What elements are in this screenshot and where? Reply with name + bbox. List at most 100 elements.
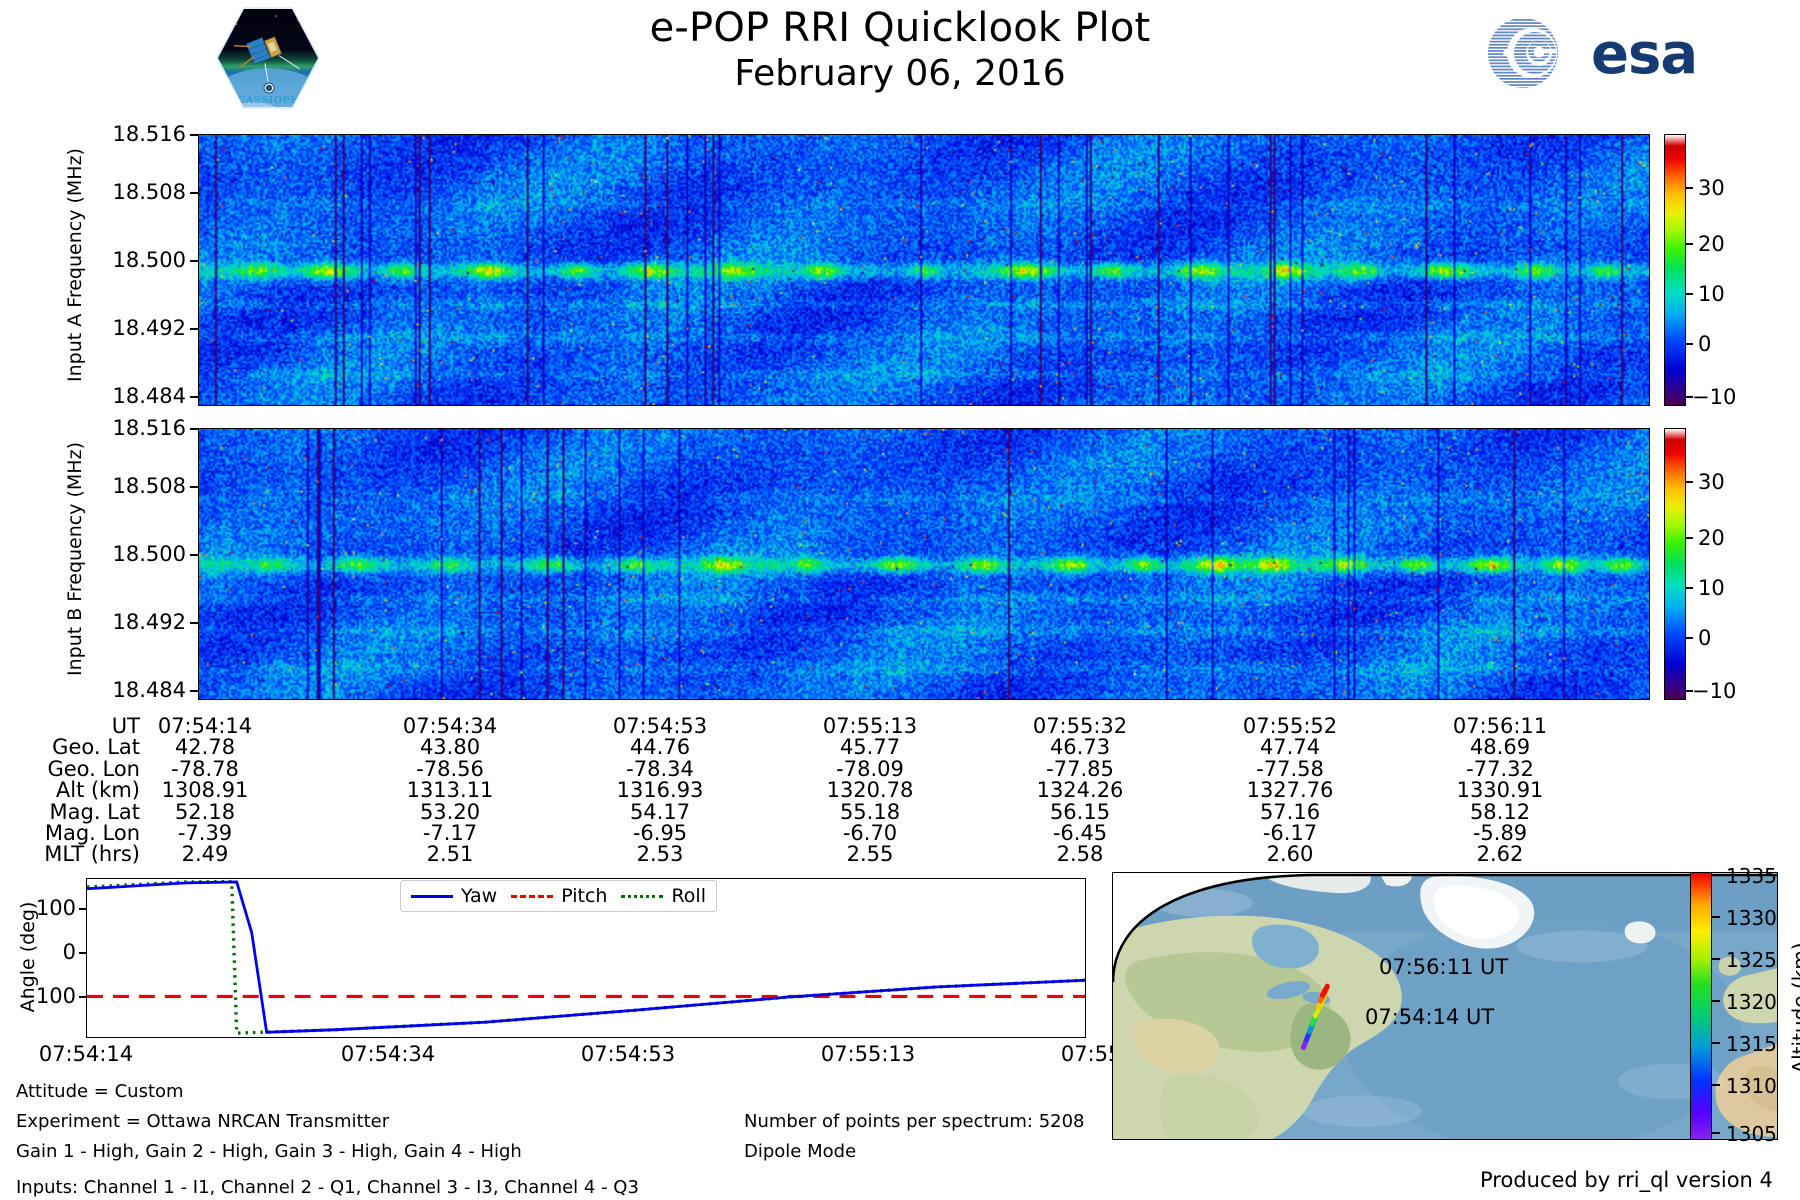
spec-a-tickmark <box>190 396 198 398</box>
param-value: 2.49 <box>181 842 229 867</box>
param-value: 2.58 <box>1056 842 1104 867</box>
altitude-tickmark <box>1712 874 1720 876</box>
colorbar-b-tickmark <box>1686 690 1693 692</box>
legend-swatch-roll <box>621 894 664 898</box>
param-row-label: UT <box>111 714 140 738</box>
colorbar-a-tickmark <box>1686 343 1693 345</box>
colorbar-a-tick-0: 0 <box>1698 332 1712 356</box>
param-value: -7.17 <box>422 820 478 845</box>
spec-b-ytick-4: 18.484 <box>112 678 186 702</box>
altitude-tick-1315: 1315 <box>1726 1032 1777 1056</box>
svg-text:esa: esa <box>1591 22 1697 87</box>
spectrogram-a-plot <box>198 134 1650 406</box>
spec-b-tickmark <box>190 486 198 488</box>
param-value: -78.34 <box>626 756 694 781</box>
param-value: 53.20 <box>419 799 481 824</box>
param-value: -6.95 <box>632 820 688 845</box>
footnote-experiment: Experiment = Ottawa NRCAN Transmitter <box>16 1111 390 1132</box>
param-value: 07:54:14 <box>157 714 253 738</box>
param-row-label: Geo. Lon <box>47 756 140 781</box>
esa-logo-icon: esa <box>1483 16 1713 90</box>
spec-a-tickmark <box>190 260 198 262</box>
cassiope-logo-icon: CASSIOPE <box>214 6 322 110</box>
param-row-values: 42.78 43.80 44.76 45.77 46.73 47.74 48.69 <box>140 735 1660 760</box>
param-value: 55.18 <box>839 799 901 824</box>
attitude-tickmark <box>79 996 86 998</box>
param-row: UT 07:54:14 07:54:34 07:54:53 07:55:13 07:55:… <box>0 714 1660 738</box>
param-value: 07:55:13 <box>822 714 918 738</box>
spec-a-tickmark <box>190 134 198 136</box>
param-row-values: 07:54:14 07:54:34 07:54:53 07:55:13 07:55:32… <box>140 714 1660 738</box>
footnote-dipole-mode: Dipole Mode <box>744 1141 857 1162</box>
spec-a-ytick-3: 18.492 <box>112 316 186 340</box>
param-value: 1320.78 <box>826 778 914 803</box>
attitude-ytick-neg100: −100 <box>18 984 76 1008</box>
spectrogram-b-plot <box>198 428 1650 700</box>
attitude-ytick-100: 100 <box>35 896 76 920</box>
colorbar-a-tick-20: 20 <box>1698 232 1725 256</box>
param-value: -77.85 <box>1046 756 1114 781</box>
colorbar-b-tick-30: 30 <box>1698 470 1725 494</box>
param-row-label: MLT (hrs) <box>44 842 140 867</box>
colorbar-b <box>1664 428 1686 700</box>
param-value: 43.80 <box>419 735 481 760</box>
spec-a-tickmark <box>190 328 198 330</box>
colorbar-b-tick-20: 20 <box>1698 526 1725 550</box>
param-value: 45.77 <box>839 735 901 760</box>
param-value: 52.18 <box>174 799 236 824</box>
colorbar-b-tickmark <box>1686 537 1693 539</box>
param-row-values: -7.39 -7.17 -6.95 -6.70 -6.45 -6.17 -5.89 <box>140 820 1660 845</box>
param-value: 07:56:11 <box>1452 714 1548 738</box>
param-value: 57.16 <box>1259 799 1321 824</box>
legend-swatch-pitch <box>511 894 554 898</box>
param-value: -77.58 <box>1256 756 1324 781</box>
colorbar-b-tick-0: 0 <box>1698 626 1712 650</box>
param-row-values: -78.78 -78.56 -78.34 -78.09 -77.85 -77.58 -77.… <box>140 756 1660 781</box>
altitude-tickmark <box>1712 958 1720 960</box>
legend-item-roll: Roll <box>621 885 706 907</box>
param-value: 1324.26 <box>1036 778 1124 803</box>
altitude-tick-1310: 1310 <box>1726 1074 1777 1098</box>
altitude-axis-label-text: Altitude (km) <box>1788 942 1800 1074</box>
footnote-points-per-spectrum: Number of points per spectrum: 5208 <box>744 1111 1085 1132</box>
param-value: -78.56 <box>416 756 484 781</box>
param-value: 47.74 <box>1259 735 1321 760</box>
colorbar-a-tickmark <box>1686 243 1693 245</box>
colorbar-axis-label: Dipole Voltage 20log(μVᴪs) <box>1625 408 1800 432</box>
produced-by-label: Produced by rri_ql version 4 <box>1480 1168 1773 1192</box>
spec-b-tickmark <box>190 690 198 692</box>
spec-b-ytick-2: 18.500 <box>112 542 186 566</box>
altitude-tickmark <box>1712 1132 1720 1134</box>
colorbar-a <box>1664 134 1686 406</box>
param-value: 1327.76 <box>1246 778 1334 803</box>
attitude-ytick-0: 0 <box>62 940 76 964</box>
param-row-values: 52.18 53.20 54.17 55.18 56.15 57.16 58.12 <box>140 799 1660 824</box>
altitude-tickmark <box>1712 1084 1720 1086</box>
param-value: -78.09 <box>836 756 904 781</box>
param-row-label: Alt (km) <box>55 778 140 803</box>
param-row-values: 2.49 2.51 2.53 2.55 2.58 2.60 2.62 <box>140 842 1660 867</box>
footnote-attitude: Attitude = Custom <box>16 1081 184 1102</box>
page-title: e-POP RRI Quicklook Plot <box>649 5 1151 51</box>
param-row-values: 1308.91 1313.11 1316.93 1320.78 1324.26 1327.… <box>140 778 1660 803</box>
colorbar-a-tick-30: 30 <box>1698 176 1725 200</box>
legend-label-pitch: Pitch <box>561 885 608 907</box>
map-end-time-label: 07:56:11 UT <box>1379 955 1509 979</box>
legend-item-yaw: Yaw <box>411 885 497 907</box>
param-value: 58.12 <box>1469 799 1531 824</box>
param-value: 48.69 <box>1469 735 1531 760</box>
colorbar-b-tickmark <box>1686 587 1693 589</box>
map-start-time-label: 07:54:14 UT <box>1365 1005 1495 1029</box>
colorbar-a-tickmark <box>1686 293 1693 295</box>
altitude-tick-1320: 1320 <box>1726 990 1777 1014</box>
colorbar-b-tick-10: 10 <box>1698 576 1725 600</box>
param-row-label: Mag. Lat <box>49 799 140 824</box>
attitude-xtick-3: 07:55:13 <box>820 1042 916 1066</box>
altitude-tickmark <box>1712 1000 1720 1002</box>
param-row: Geo. Lon -78.78 -78.56 -78.34 -78.09 -77.85 -7… <box>0 756 1660 781</box>
param-row: Mag. Lon -7.39 -7.17 -6.95 -6.70 -6.45 -6.17 -5… <box>0 820 1660 845</box>
attitude-tickmark <box>79 908 86 910</box>
param-row: MLT (hrs) 2.49 2.51 2.53 2.55 2.58 2.60 2.62 <box>0 842 1660 867</box>
altitude-axis-label: Altitude (km) <box>1680 942 1800 1073</box>
colorbar-a-tick-neg10: −10 <box>1692 385 1737 409</box>
